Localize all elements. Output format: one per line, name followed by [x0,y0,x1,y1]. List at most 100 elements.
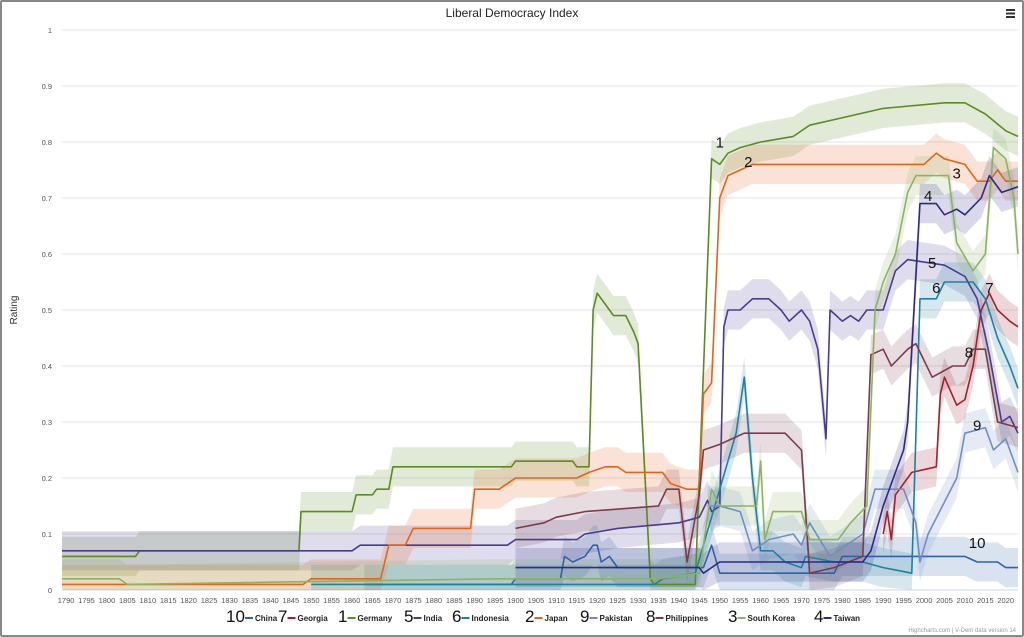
series-line-philippines[interactable] [515,342,1019,575]
legend-item-indonesia[interactable]: 6 Indonesia [452,607,509,626]
legend-label: South Korea [748,614,796,623]
legend-item-japan[interactable]: 2 Japan [525,607,568,626]
legend-item-georgia[interactable]: 7 Georgia [278,607,328,626]
legend-item-pakistan[interactable]: 9 Pakistan [580,607,633,626]
x-tick-label: 1840 [262,596,279,605]
y-tick-label: 1 [48,26,52,35]
legend-item-taiwan[interactable]: 4 Taiwan [814,607,860,626]
legend-item-south-korea[interactable]: 3 South Korea [728,607,796,626]
x-tick-label: 2010 [957,596,974,605]
band-indonesia [311,262,1018,590]
band-germany [62,83,1018,590]
x-tick-label: 1835 [242,596,259,605]
band-georgia [883,273,1018,560]
annotation-label: 2 [744,154,752,171]
x-tick-label: 1915 [568,596,585,605]
x-tick-label: 1945 [691,596,708,605]
menu-button[interactable] [1003,6,1017,20]
band-india [62,240,1018,571]
x-tick-label: 1965 [773,596,790,605]
legend-number: 5 [404,607,413,626]
legend: 10 China 7 Georgia 1 Germany 5 India 6 Indonesia 2… [226,607,860,626]
legend-number: 6 [452,607,461,626]
x-tick-label: 1850 [303,596,320,605]
x-tick-label: 1885 [446,596,463,605]
x-tick-label: 1875 [405,596,422,605]
legend-number: 9 [580,607,589,626]
y-tick-label: 0.6 [42,250,52,259]
y-tick-label: 0.9 [42,82,52,91]
x-ticks: 1790 1795 1800 1805 1810 1815 1820 1825 1830 1835… [58,596,1014,605]
series-line-georgia[interactable] [882,292,1019,541]
legend-item-philippines[interactable]: 8 Philippines [646,607,709,626]
x-tick-label: 1900 [507,596,524,605]
x-tick-label: 1905 [528,596,545,605]
x-tick-label: 1990 [875,596,892,605]
legend-label: Georgia [298,614,329,623]
y-tick-label: 0.3 [42,418,52,427]
y-tick-label: 0.1 [42,530,52,539]
x-tick-label: 1870 [385,596,402,605]
legend-number: 4 [814,607,823,626]
y-tick-label: 0.4 [42,362,52,371]
series-line-south-korea[interactable] [62,146,1019,586]
x-tick-label: 1795 [78,596,95,605]
legend-label: Pakistan [600,614,633,623]
credits-link[interactable]: Highcharts.com | V-Dem data version 14 [908,628,1016,634]
legend-item-china[interactable]: 10 China [226,607,278,626]
x-tick-label: 1855 [323,596,340,605]
x-tick-label: 1865 [364,596,381,605]
x-tick-label: 1935 [650,596,667,605]
x-tick-label: 1955 [732,596,749,605]
x-tick-label: 1920 [589,596,606,605]
series-line-taiwan[interactable] [515,174,1019,575]
series-line-germany[interactable] [62,102,1019,586]
x-tick-label: 2020 [997,596,1014,605]
x-tick-label: 1890 [466,596,483,605]
x-tick-label: 2015 [977,596,994,605]
legend-item-india[interactable]: 5 India [404,607,443,626]
legend-label: Germany [358,614,393,623]
series-line-pakistan[interactable] [707,426,1019,563]
annotation-label: 1 [716,135,724,152]
x-tick-label: 1980 [834,596,851,605]
band-china [364,525,1018,590]
x-tick-label: 1910 [548,596,565,605]
series-line-japan[interactable] [62,152,1018,586]
x-tick-label: 1940 [671,596,688,605]
annotation-label: 4 [924,188,932,205]
legend-number: 10 [226,607,245,626]
x-tick-label: 2005 [936,596,953,605]
chart-title: Liberal Democracy Index [446,6,579,20]
legend-label: Philippines [666,614,709,623]
x-tick-label: 1815 [160,596,177,605]
annotation-label: 3 [953,165,961,182]
x-tick-label: 1820 [180,596,197,605]
y-tick-label: 0 [48,586,52,595]
legend-number: 8 [646,607,655,626]
x-tick-label: 1975 [814,596,831,605]
x-tick-label: 1860 [344,596,361,605]
x-tick-label: 1825 [201,596,218,605]
x-tick-label: 1805 [119,596,136,605]
annotation-label: 7 [985,280,993,297]
series-line-india[interactable] [62,258,1019,552]
annotation-label: 5 [928,255,936,272]
x-tick-label: 1985 [854,596,871,605]
x-tick-label: 1810 [139,596,156,605]
x-tick-label: 1950 [711,596,728,605]
annotation-label: 8 [965,345,973,362]
hamburger-icon [1006,9,1015,18]
legend-number: 2 [525,607,534,626]
x-tick-label: 1790 [58,596,75,605]
legend-number: 7 [278,607,287,626]
legend-label: Japan [545,614,568,623]
annotation-label: 9 [973,417,981,434]
x-tick-label: 1830 [221,596,238,605]
legend-label: Taiwan [834,614,861,623]
band-south-korea [62,128,1018,590]
legend-item-germany[interactable]: 1 Germany [338,607,393,626]
x-tick-label: 1995 [895,596,912,605]
legend-number: 1 [338,607,347,626]
